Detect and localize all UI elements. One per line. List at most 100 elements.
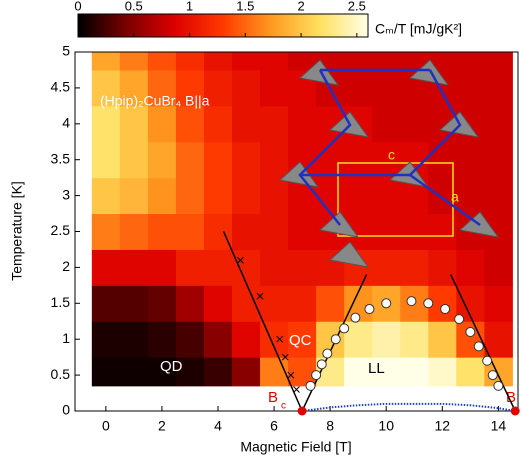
heat-cell [119,105,149,143]
axis-c-label: c [388,147,395,163]
y-tick-label: 1.5 [51,294,71,310]
heat-cell [456,177,485,215]
heat-cell [400,321,429,358]
unit-cell [337,162,454,237]
heat-cell [400,249,429,286]
cross-point [287,371,295,379]
x-axis-label: Magnetic Field [T] [240,439,351,455]
heat-cell [119,52,149,71]
heat-cell [232,69,261,107]
heat-cell [428,249,457,286]
heat-cell [456,249,485,286]
dome-point [311,370,322,381]
y-axis-label: Temperature [K] [9,181,25,281]
heat-cell [203,69,233,107]
heat-cell [119,177,149,215]
dome-point [423,298,434,309]
heat-cell [372,105,401,143]
dome-point [482,355,493,366]
dome-point [406,296,417,307]
cross-point [256,292,264,300]
heat-cell [147,357,177,387]
heat-cell [288,249,317,286]
dome-point [454,314,465,325]
bc-label: B [268,389,278,406]
heat-cell [119,321,149,358]
y-tick-label: 5 [62,43,70,59]
cross-point [281,353,289,361]
heat-cell [484,249,513,286]
heat-cell [288,213,317,250]
heat-cell [344,69,373,107]
heat-cell [372,213,401,250]
heat-cell [260,69,289,107]
heat-cell [456,357,485,387]
heat-cell [288,52,317,71]
heat-cell [400,213,429,250]
colorbar-tick-label: 2.5 [348,0,366,13]
heat-cell [232,177,261,215]
low-field-curve [301,402,516,412]
heat-cell [260,249,289,286]
dome-point [473,341,484,352]
heat-cell [175,357,205,387]
dome-point [316,359,327,370]
heat-cell [372,249,401,286]
heat-cell [203,249,233,286]
heat-cell [232,249,261,286]
heat-cell [456,69,485,107]
cross-point [293,386,300,393]
compound-label: (Hpip)₂CuBr₄ B||a [100,93,210,109]
y-tick-label: 4 [62,115,70,131]
critical-point [297,406,307,416]
heat-cell [91,105,121,143]
heat-cell [400,105,429,143]
heat-cell [232,357,261,387]
heat-cell [175,213,205,250]
heat-cell [316,141,345,179]
heat-cell [175,321,205,358]
colorbar-tick-label: 0.5 [125,0,143,13]
ll-label: LL [368,360,385,377]
heat-cell [344,177,373,215]
heat-cell [400,357,429,387]
heat-cell [260,177,289,215]
heat-cell [232,285,261,322]
x-tick-label: 14 [491,418,507,434]
dome-point [322,348,333,359]
y-tick-label: 2.5 [51,222,71,238]
heat-cell [147,52,177,71]
heat-cell [147,213,177,250]
heat-cell [484,141,513,179]
heat-cell [91,321,121,358]
heat-cell [147,285,177,322]
phase-boundary [222,231,303,412]
y-tick-label: 4.5 [51,79,71,95]
heat-cell [344,52,373,71]
heat-cell [428,321,457,358]
heat-cell [484,285,513,322]
cross-point [237,256,244,264]
axis-a-label: a [451,189,459,205]
heat-cell [456,52,485,71]
heat-cell [91,52,121,71]
heat-cell [147,141,177,179]
heat-cell [147,249,177,286]
x-tick-label: 12 [435,418,451,434]
x-tick-label: 8 [326,418,334,434]
x-tick-label: 0 [102,418,110,434]
x-tick-label: 4 [214,418,222,434]
heat-cell [288,285,317,322]
colorbar [77,13,369,38]
heat-cell [260,141,289,179]
heat-cell [203,321,233,358]
qc-label: QC [289,332,312,349]
critical-point [510,406,520,416]
heat-cell [372,177,401,215]
heat-cell [91,213,121,250]
heat-cell [91,249,121,286]
heat-cell [232,321,261,358]
heat-cell [91,177,121,215]
qd-label: QD [160,358,183,375]
heat-cell [203,105,233,143]
